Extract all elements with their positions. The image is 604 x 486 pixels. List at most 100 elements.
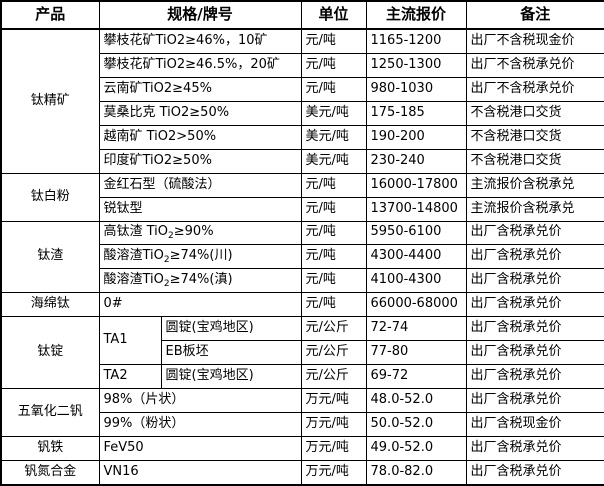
note-cell: 出厂含税承兑价 xyxy=(465,316,604,342)
unit-cell: 元/吨 xyxy=(300,53,367,79)
spec-cell: VN16 xyxy=(98,459,302,486)
header-note: 备注 xyxy=(465,0,604,30)
note-cell: 出厂含税现金价 xyxy=(465,411,604,437)
note-cell: 出厂含税承兑价 xyxy=(465,387,604,413)
price-cell: 13700-14800 xyxy=(365,196,467,222)
table-row: 攀枝花矿TiO2≥46.5%，20矿 元/吨 1250-1300 出厂不含税承兑价 xyxy=(1,53,604,79)
table-body: 钛精矿 攀枝花矿TiO2≥46%，10矿 元/吨 1165-1200 出厂不含税现金价攀… xyxy=(0,28,604,486)
note-cell: 出厂含税承兑价 xyxy=(465,220,604,246)
price-cell: 66000-68000 xyxy=(365,292,467,318)
table-row: 钒氮合金 VN16 万元/吨 78.0-82.0 出厂含税承兑价 xyxy=(0,459,604,486)
unit-cell: 元/公斤 xyxy=(300,316,367,342)
price-cell: 5950-6100 xyxy=(365,220,467,246)
table-row: 钛白粉 金红石型（硫酸法） 元/吨 16000-17800 主流报价含税承兑 xyxy=(0,172,604,222)
table-row: 越南矿 TiO2>50% 美元/吨 190-200 不含税港口交货 xyxy=(1,124,604,150)
unit-cell: 元/吨 xyxy=(300,244,367,270)
table-row: 五氧化二钒 98%（片状） 万元/吨 48.0-52.0 出厂含税承兑价 xyxy=(0,387,604,437)
table-row: 印度矿TiO2≥50% 美元/吨 230-240 不含税港口交货 xyxy=(1,148,604,174)
product-name-cell: 海绵钛 xyxy=(0,292,100,318)
grade-cell: TA2 xyxy=(98,363,162,389)
spec-cell: 酸溶渣TiO2≥74%(川) xyxy=(98,244,302,270)
note-cell: 不含税港口交货 xyxy=(465,100,604,126)
table-row: 钛锭 TA1 圆锭(宝鸡地区) 元/公斤 72-74 出厂含税承兑价 xyxy=(0,316,604,389)
header-unit: 单位 xyxy=(300,0,367,30)
note-cell: 出厂含税承兑价 xyxy=(465,244,604,270)
spec-cell: 99%（粉状） xyxy=(98,411,302,437)
table-row: 酸溶渣TiO2≥74%(滇) 元/吨 4100-4300 出厂含税承兑价 xyxy=(1,268,604,294)
product-name-cell: 钛白粉 xyxy=(0,172,100,222)
unit-cell: 元/吨 xyxy=(300,172,367,198)
price-cell: 230-240 xyxy=(365,148,467,174)
unit-cell: 美元/吨 xyxy=(300,148,367,174)
unit-cell: 元/吨 xyxy=(300,28,367,55)
note-cell: 不含税港口交货 xyxy=(465,148,604,174)
price-cell: 72-74 xyxy=(365,316,467,342)
price-cell: 1165-1200 xyxy=(365,28,467,55)
product-name-cell: 钒铁 xyxy=(0,435,100,461)
table-row: 钛渣 高钛渣 TiO2≥90% 元/吨 5950-6100 出厂含税承兑价 xyxy=(0,220,604,294)
price-cell: 16000-17800 xyxy=(365,172,467,198)
unit-cell: 万元/吨 xyxy=(300,411,367,437)
unit-cell: 元/吨 xyxy=(300,220,367,246)
price-cell: 69-72 xyxy=(365,363,467,389)
unit-cell: 元/公斤 xyxy=(300,340,367,365)
table-row: 钒铁 FeV50 万元/吨 49.0-52.0 出厂含税承兑价 xyxy=(0,435,604,461)
spec-cell: 莫桑比克 TiO2≥50% xyxy=(98,100,302,126)
price-cell: 78.0-82.0 xyxy=(365,459,467,486)
unit-cell: 元/吨 xyxy=(300,292,367,318)
unit-cell: 万元/吨 xyxy=(300,387,367,413)
note-cell: 出厂含税承兑价 xyxy=(465,459,604,486)
unit-cell: 元/吨 xyxy=(300,77,367,102)
table-row: 钛精矿 攀枝花矿TiO2≥46%，10矿 元/吨 1165-1200 出厂不含税现金价 xyxy=(0,28,604,174)
table-header-row: 产品 规格/牌号 单位 主流报价 备注 xyxy=(0,0,604,30)
price-cell: 980-1030 xyxy=(365,77,467,102)
price-cell: 4300-4400 xyxy=(365,244,467,270)
spec-cell: EB板坯 xyxy=(160,340,302,365)
spec-cell: 印度矿TiO2≥50% xyxy=(98,148,302,174)
spec-cell: 高钛渣 TiO2≥90% xyxy=(98,220,302,246)
spec-cell: 0# xyxy=(98,292,302,318)
note-cell: 出厂含税承兑价 xyxy=(465,292,604,318)
spec-cell: 金红石型（硫酸法） xyxy=(98,172,302,198)
table-row: 酸溶渣TiO2≥74%(川) 元/吨 4300-4400 出厂含税承兑价 xyxy=(1,244,604,270)
spec-cell: 圆锭(宝鸡地区) xyxy=(160,316,302,342)
unit-cell: 万元/吨 xyxy=(300,435,367,461)
note-cell: 不含税港口交货 xyxy=(465,124,604,150)
note-cell: 出厂含税承兑价 xyxy=(465,268,604,294)
table-row: 海绵钛 0# 元/吨 66000-68000 出厂含税承兑价 xyxy=(0,292,604,318)
table-row: TA2 圆锭(宝鸡地区) 元/公斤 69-72 出厂含税承兑价 xyxy=(1,363,604,389)
spec-cell: 攀枝花矿TiO2≥46%，10矿 xyxy=(98,28,302,55)
unit-cell: 元/吨 xyxy=(300,196,367,222)
spec-cell: 98%（片状） xyxy=(98,387,302,413)
table-row: 99%（粉状） 万元/吨 50.0-52.0 出厂含税现金价 xyxy=(1,411,604,437)
spec-cell: FeV50 xyxy=(98,435,302,461)
product-name-cell: 钛渣 xyxy=(0,220,100,294)
spec-cell: 云南矿TiO2≥45% xyxy=(98,77,302,102)
price-cell: 77-80 xyxy=(365,340,467,365)
product-name-cell: 五氧化二钒 xyxy=(0,387,100,437)
unit-cell: 元/吨 xyxy=(300,268,367,294)
price-cell: 4100-4300 xyxy=(365,268,467,294)
price-cell: 1250-1300 xyxy=(365,53,467,79)
spec-cell: 圆锭(宝鸡地区) xyxy=(160,363,302,389)
product-name-cell: 钛锭 xyxy=(0,316,100,389)
spec-cell: 攀枝花矿TiO2≥46.5%，20矿 xyxy=(98,53,302,79)
note-cell: 出厂含税承兑价 xyxy=(465,363,604,389)
product-name-cell: 钛精矿 xyxy=(0,28,100,174)
note-cell: 出厂含税承兑价 xyxy=(465,435,604,461)
note-cell: 主流报价含税承兑 xyxy=(465,172,604,198)
grade-cell: TA1 xyxy=(98,316,162,365)
spec-cell: 酸溶渣TiO2≥74%(滇) xyxy=(98,268,302,294)
price-cell: 190-200 xyxy=(365,124,467,150)
price-cell: 175-185 xyxy=(365,100,467,126)
unit-cell: 美元/吨 xyxy=(300,124,367,150)
note-cell: 主流报价含税承兑 xyxy=(465,196,604,222)
price-cell: 49.0-52.0 xyxy=(365,435,467,461)
note-cell: 出厂不含税承兑价 xyxy=(465,53,604,79)
price-cell: 48.0-52.0 xyxy=(365,387,467,413)
table-row: EB板坯 元/公斤 77-80 出厂含税承兑价 xyxy=(1,340,604,365)
note-cell: 出厂不含税承兑价 xyxy=(465,77,604,102)
spec-cell: 越南矿 TiO2>50% xyxy=(98,124,302,150)
unit-cell: 万元/吨 xyxy=(300,459,367,486)
